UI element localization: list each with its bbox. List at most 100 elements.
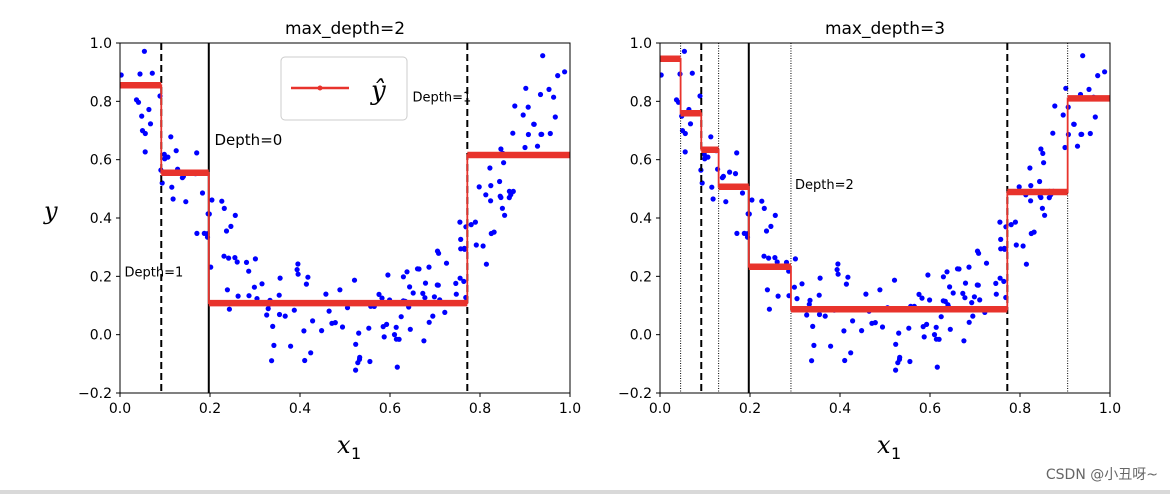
x-tick-label: 0.6 [379, 401, 401, 417]
data-point [326, 308, 332, 314]
data-point [537, 91, 544, 98]
data-point [848, 350, 854, 356]
data-point [147, 121, 154, 127]
data-point [488, 183, 494, 189]
depth-annotation: Depth=0 [215, 131, 283, 149]
data-point [1038, 146, 1044, 152]
data-point [458, 246, 464, 252]
data-point [947, 326, 953, 332]
y-tick-label: −0.2 [618, 386, 652, 402]
data-point [162, 156, 168, 162]
data-point [232, 255, 238, 261]
data-point [931, 332, 938, 338]
data-point [1001, 278, 1007, 284]
data-point [766, 306, 773, 312]
data-point [761, 205, 767, 211]
data-point [681, 48, 688, 54]
data-point [993, 280, 999, 286]
data-point [950, 290, 956, 296]
data-point [960, 290, 966, 296]
data-point [430, 313, 436, 319]
legend-label: ŷ [370, 76, 386, 106]
data-point [940, 274, 947, 280]
data-point [270, 323, 276, 329]
data-point [376, 291, 382, 297]
data-point [998, 236, 1004, 242]
data-point [947, 284, 953, 290]
data-point [1023, 261, 1029, 267]
data-point [393, 324, 399, 330]
data-point [499, 205, 505, 211]
data-point [993, 291, 999, 297]
data-point [199, 190, 206, 196]
data-point [434, 282, 440, 288]
x-tick-label: 0.2 [199, 401, 221, 417]
data-point [1028, 183, 1034, 189]
x-tick-label: 1.0 [559, 401, 581, 417]
data-point [531, 121, 537, 127]
data-point [720, 173, 727, 179]
data-point [708, 134, 714, 140]
data-point [906, 325, 912, 331]
data-point [146, 106, 152, 113]
data-point [749, 197, 755, 203]
data-point [337, 287, 343, 293]
data-point [1087, 130, 1093, 137]
data-point [251, 284, 257, 290]
x-tick-label: 0.8 [469, 401, 491, 417]
data-point [384, 321, 390, 327]
data-point [501, 160, 507, 166]
data-point [422, 295, 428, 301]
data-point [426, 319, 432, 325]
chart-panel-2: Depth=20.0 0.2 0.4 0.6 0.8 1.0−0.20.00.20.40.… [618, 19, 1121, 463]
data-point [457, 219, 463, 225]
data-point [759, 198, 765, 204]
data-point [149, 70, 155, 76]
data-point [835, 261, 841, 267]
data-point [353, 341, 359, 347]
data-point [794, 296, 800, 302]
data-point [1038, 194, 1044, 201]
data-point [701, 151, 707, 157]
data-point [453, 280, 459, 286]
data-point [404, 269, 410, 275]
data-point [137, 71, 143, 77]
data-point [420, 290, 426, 296]
data-point [791, 284, 798, 290]
x-tick-label: 0.4 [829, 401, 851, 417]
data-point [458, 236, 464, 242]
data-point [520, 112, 526, 118]
data-point [547, 130, 553, 137]
x-axis-label: x [877, 431, 891, 459]
data-point [434, 248, 441, 254]
data-point [863, 291, 869, 297]
data-point [332, 320, 338, 326]
data-point [817, 275, 823, 281]
data-point [763, 228, 770, 234]
chart-title: max_depth=3 [825, 19, 945, 39]
data-point [872, 320, 878, 326]
data-point [896, 330, 902, 336]
data-point [246, 268, 252, 274]
data-point [243, 259, 250, 265]
x-tick-label: 0.0 [649, 401, 671, 417]
data-point [1086, 86, 1092, 92]
data-point [381, 334, 387, 340]
data-point [933, 324, 939, 330]
y-axis-label: y [43, 197, 58, 225]
data-point [410, 290, 416, 296]
data-point [294, 267, 300, 273]
data-point [841, 328, 847, 334]
data-point [414, 266, 421, 272]
chart-title: max_depth=2 [285, 19, 405, 39]
data-point [271, 342, 277, 348]
data-point [400, 274, 406, 280]
depth-annotation: Depth=1 [125, 265, 184, 280]
data-point [1102, 69, 1108, 75]
data-point [842, 357, 848, 364]
data-point [562, 69, 568, 75]
data-point [224, 287, 230, 293]
data-point [407, 326, 413, 332]
y-tick-label: 0.0 [90, 328, 112, 344]
data-point [799, 281, 805, 287]
